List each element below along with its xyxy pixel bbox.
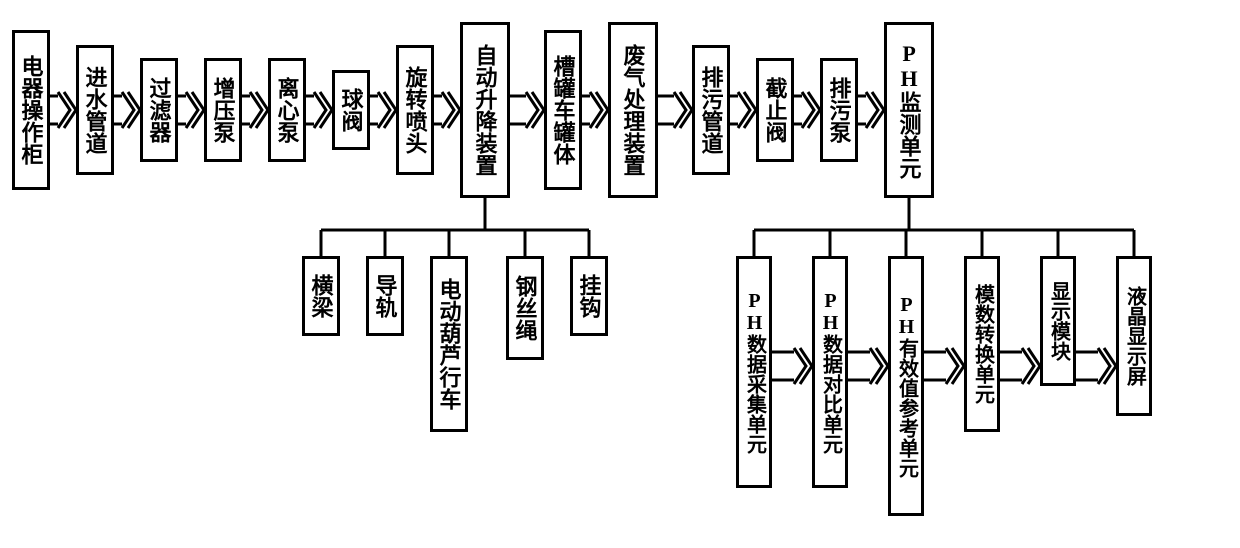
node-p2: PH数据对比单元 (812, 256, 848, 488)
node-label: 增压泵 (211, 77, 234, 143)
node-label: 排污管道 (699, 66, 722, 154)
node-label: 槽罐车罐体 (551, 55, 574, 165)
node-p3: PH有效值参考单元 (888, 256, 924, 516)
node-l4: 钢丝绳 (506, 256, 544, 360)
node-label: PH监测单元 (897, 41, 920, 179)
node-label: 显示模块 (1048, 281, 1069, 361)
node-p6: 液晶显示屏 (1116, 256, 1152, 416)
node-label: PH有效值参考单元 (896, 294, 917, 478)
node-label: 排污泵 (827, 77, 850, 143)
node-label: PH数据对比单元 (820, 290, 841, 454)
node-n9: 槽罐车罐体 (544, 30, 582, 190)
node-n4: 增压泵 (204, 58, 242, 162)
node-n11: 排污管道 (692, 45, 730, 175)
node-n8: 自动升降装置 (460, 22, 510, 198)
node-label: 液晶显示屏 (1124, 286, 1145, 386)
node-label: 离心泵 (275, 77, 298, 143)
node-label: 导轨 (373, 274, 396, 318)
node-n5: 离心泵 (268, 58, 306, 162)
node-label: 进水管道 (83, 66, 106, 154)
node-l1: 横梁 (302, 256, 340, 336)
node-label: 横梁 (309, 274, 332, 318)
node-n1: 电器操作柜 (12, 30, 50, 190)
node-n3: 过滤器 (140, 58, 178, 162)
node-n13: 排污泵 (820, 58, 858, 162)
node-n2: 进水管道 (76, 45, 114, 175)
node-n12: 截止阀 (756, 58, 794, 162)
node-label: 废气处理装置 (621, 44, 644, 176)
node-label: 电动葫芦行车 (437, 278, 460, 410)
node-label: PH数据采集单元 (744, 290, 765, 454)
node-n7: 旋转喷头 (396, 45, 434, 175)
node-l3: 电动葫芦行车 (430, 256, 468, 432)
node-label: 电器操作柜 (19, 55, 42, 165)
node-p5: 显示模块 (1040, 256, 1076, 386)
node-l2: 导轨 (366, 256, 404, 336)
node-label: 自动升降装置 (473, 44, 496, 176)
node-label: 截止阀 (763, 77, 786, 143)
node-n14: PH监测单元 (884, 22, 934, 198)
node-p1: PH数据采集单元 (736, 256, 772, 488)
node-label: 球阀 (339, 88, 362, 132)
node-p4: 模数转换单元 (964, 256, 1000, 432)
node-l5: 挂钩 (570, 256, 608, 336)
node-n6: 球阀 (332, 70, 370, 150)
diagram-canvas: 电器操作柜 进水管道 过滤器 增压泵 离心泵 球阀 旋转喷头 自动升降装置 槽罐车罐体 废气处理装… (12, 12, 1228, 536)
node-label: 过滤器 (147, 77, 170, 143)
node-label: 模数转换单元 (972, 284, 993, 404)
node-label: 旋转喷头 (403, 66, 426, 154)
node-n10: 废气处理装置 (608, 22, 658, 198)
node-label: 钢丝绳 (513, 275, 536, 341)
node-label: 挂钩 (577, 274, 600, 318)
